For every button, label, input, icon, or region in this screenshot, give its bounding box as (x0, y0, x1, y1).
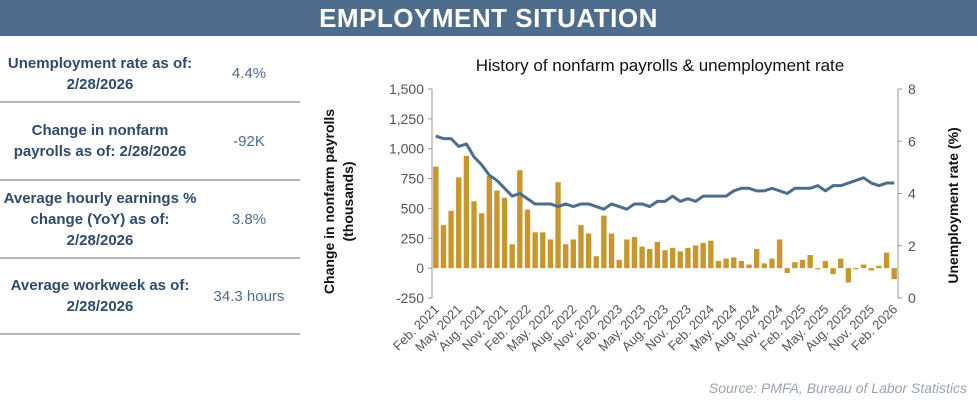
bar (509, 244, 515, 269)
stat-row: Average hourly earnings % change (YoY) a… (0, 181, 300, 259)
bar (593, 256, 599, 269)
bar (830, 268, 836, 275)
stat-label: Unemployment rate as of: 2/28/2026 (7, 54, 193, 93)
bar (486, 176, 492, 269)
y-tick-label: 1,000 (389, 141, 424, 157)
bar (517, 170, 523, 269)
bar (448, 210, 454, 269)
y2-tick-label: 6 (908, 133, 916, 149)
y2-tick-label: 4 (908, 186, 916, 202)
bar (501, 197, 508, 269)
bar (433, 166, 439, 269)
bar (631, 237, 638, 269)
bar (807, 255, 813, 269)
bar (731, 257, 737, 269)
bar (815, 268, 821, 270)
bar (723, 258, 729, 269)
header-title: EMPLOYMENT SITUATION (0, 0, 977, 36)
bar (761, 263, 767, 269)
bar (792, 262, 798, 269)
bar (838, 258, 844, 269)
y2-tick-label: 2 (908, 238, 916, 254)
bar (891, 268, 897, 280)
bar (440, 225, 447, 269)
bar (662, 250, 668, 269)
bar (822, 260, 829, 269)
line (435, 134, 895, 211)
bar (532, 232, 538, 269)
y2-tick-label: 0 (908, 290, 916, 306)
bar (471, 201, 477, 269)
y2-tick-label: 8 (908, 81, 916, 97)
stat-value: 34.3 hours (213, 287, 285, 305)
y-tick-label: 0 (416, 260, 424, 276)
bar (570, 239, 577, 269)
bar (876, 265, 882, 269)
bar (799, 259, 806, 269)
y-tick-label: 500 (401, 200, 425, 216)
bar (860, 264, 867, 269)
y-tick-label: 750 (401, 171, 425, 187)
stat-value: -92K (233, 132, 265, 150)
bar (715, 260, 722, 269)
bar (853, 268, 859, 270)
bar (883, 252, 890, 269)
source-note: Source: PMFA, Bureau of Labor Statistics (708, 380, 967, 396)
stat-value: 3.8% (231, 210, 267, 228)
bar (868, 268, 874, 271)
bar (547, 239, 554, 269)
bar (677, 251, 683, 269)
stat-label: Average workweek as of: 2/28/2026 (10, 277, 190, 315)
bar (776, 239, 783, 269)
bar (784, 268, 790, 273)
stat-value: 4.4% (231, 65, 267, 82)
bar (692, 245, 699, 269)
bar (769, 258, 775, 269)
bar (601, 215, 607, 269)
bar (753, 249, 760, 269)
bar (540, 232, 546, 269)
stat-row: Average workweek as of: 2/28/2026 34.3 ho… (0, 259, 300, 335)
bar (524, 209, 531, 269)
bar (478, 213, 485, 269)
bar (669, 247, 676, 269)
bar (708, 240, 714, 269)
stat-row: Change in nonfarm payrolls as of: 2/28/2… (0, 103, 300, 181)
bar (639, 246, 645, 269)
y-tick-label: 1,500 (389, 81, 424, 97)
chart: History of nonfarm payrolls & unemployme… (321, 56, 961, 354)
bar (608, 233, 615, 269)
y-tick-label: -250 (396, 290, 424, 306)
bar (463, 155, 470, 269)
bar (738, 260, 745, 269)
stat-label: Average hourly earnings % change (YoY) a… (3, 189, 197, 249)
stat-row: Unemployment rate as of: 2/28/2026 4.4% (0, 46, 300, 103)
bar (616, 259, 622, 269)
chart-title: History of nonfarm payrolls & unemployme… (476, 56, 845, 75)
bar (585, 233, 592, 269)
bar (654, 241, 661, 269)
bar (746, 264, 752, 269)
bar (578, 225, 584, 269)
y2-axis-label: Unemployment rate (%) (945, 127, 961, 283)
y-tick-label: 250 (401, 230, 425, 246)
bar (494, 190, 500, 269)
y-axis-label: Change in nonfarm payrolls (321, 109, 337, 294)
y-axis-label: (thousands) (340, 161, 356, 241)
bar (624, 239, 630, 269)
bar (555, 182, 561, 269)
bar (647, 249, 653, 269)
stat-label: Change in nonfarm payrolls as of: 2/28/2… (13, 122, 187, 160)
bar (845, 268, 852, 283)
bar (700, 243, 706, 269)
bar (685, 247, 691, 269)
y-tick-label: 1,250 (389, 111, 424, 127)
bar (563, 244, 569, 269)
stats-table: Unemployment rate as of: 2/28/2026 4.4% Ch… (0, 46, 300, 335)
bar (456, 177, 462, 269)
